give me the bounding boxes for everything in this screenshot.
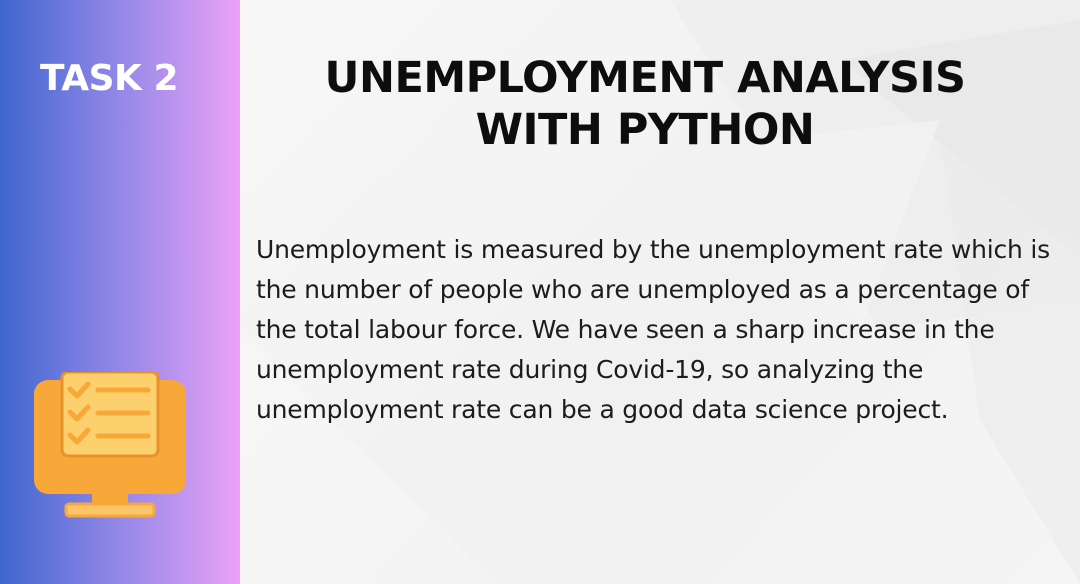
title-line-1: UNEMPLOYMENT ANALYSIS [324,53,966,103]
title-line-2: WITH PYTHON [475,105,815,155]
monitor-checklist-icon [30,370,192,522]
description-text: Unemployment is measured by the unemploy… [256,235,1050,424]
task-label: TASK 2 [40,58,179,99]
background-decoration [240,0,1080,584]
page-title: UNEMPLOYMENT ANALYSIS WITH PYTHON [240,52,1050,156]
main-panel: UNEMPLOYMENT ANALYSIS WITH PYTHON Unempl… [240,0,1080,584]
sidebar: TASK 2 [0,0,240,584]
